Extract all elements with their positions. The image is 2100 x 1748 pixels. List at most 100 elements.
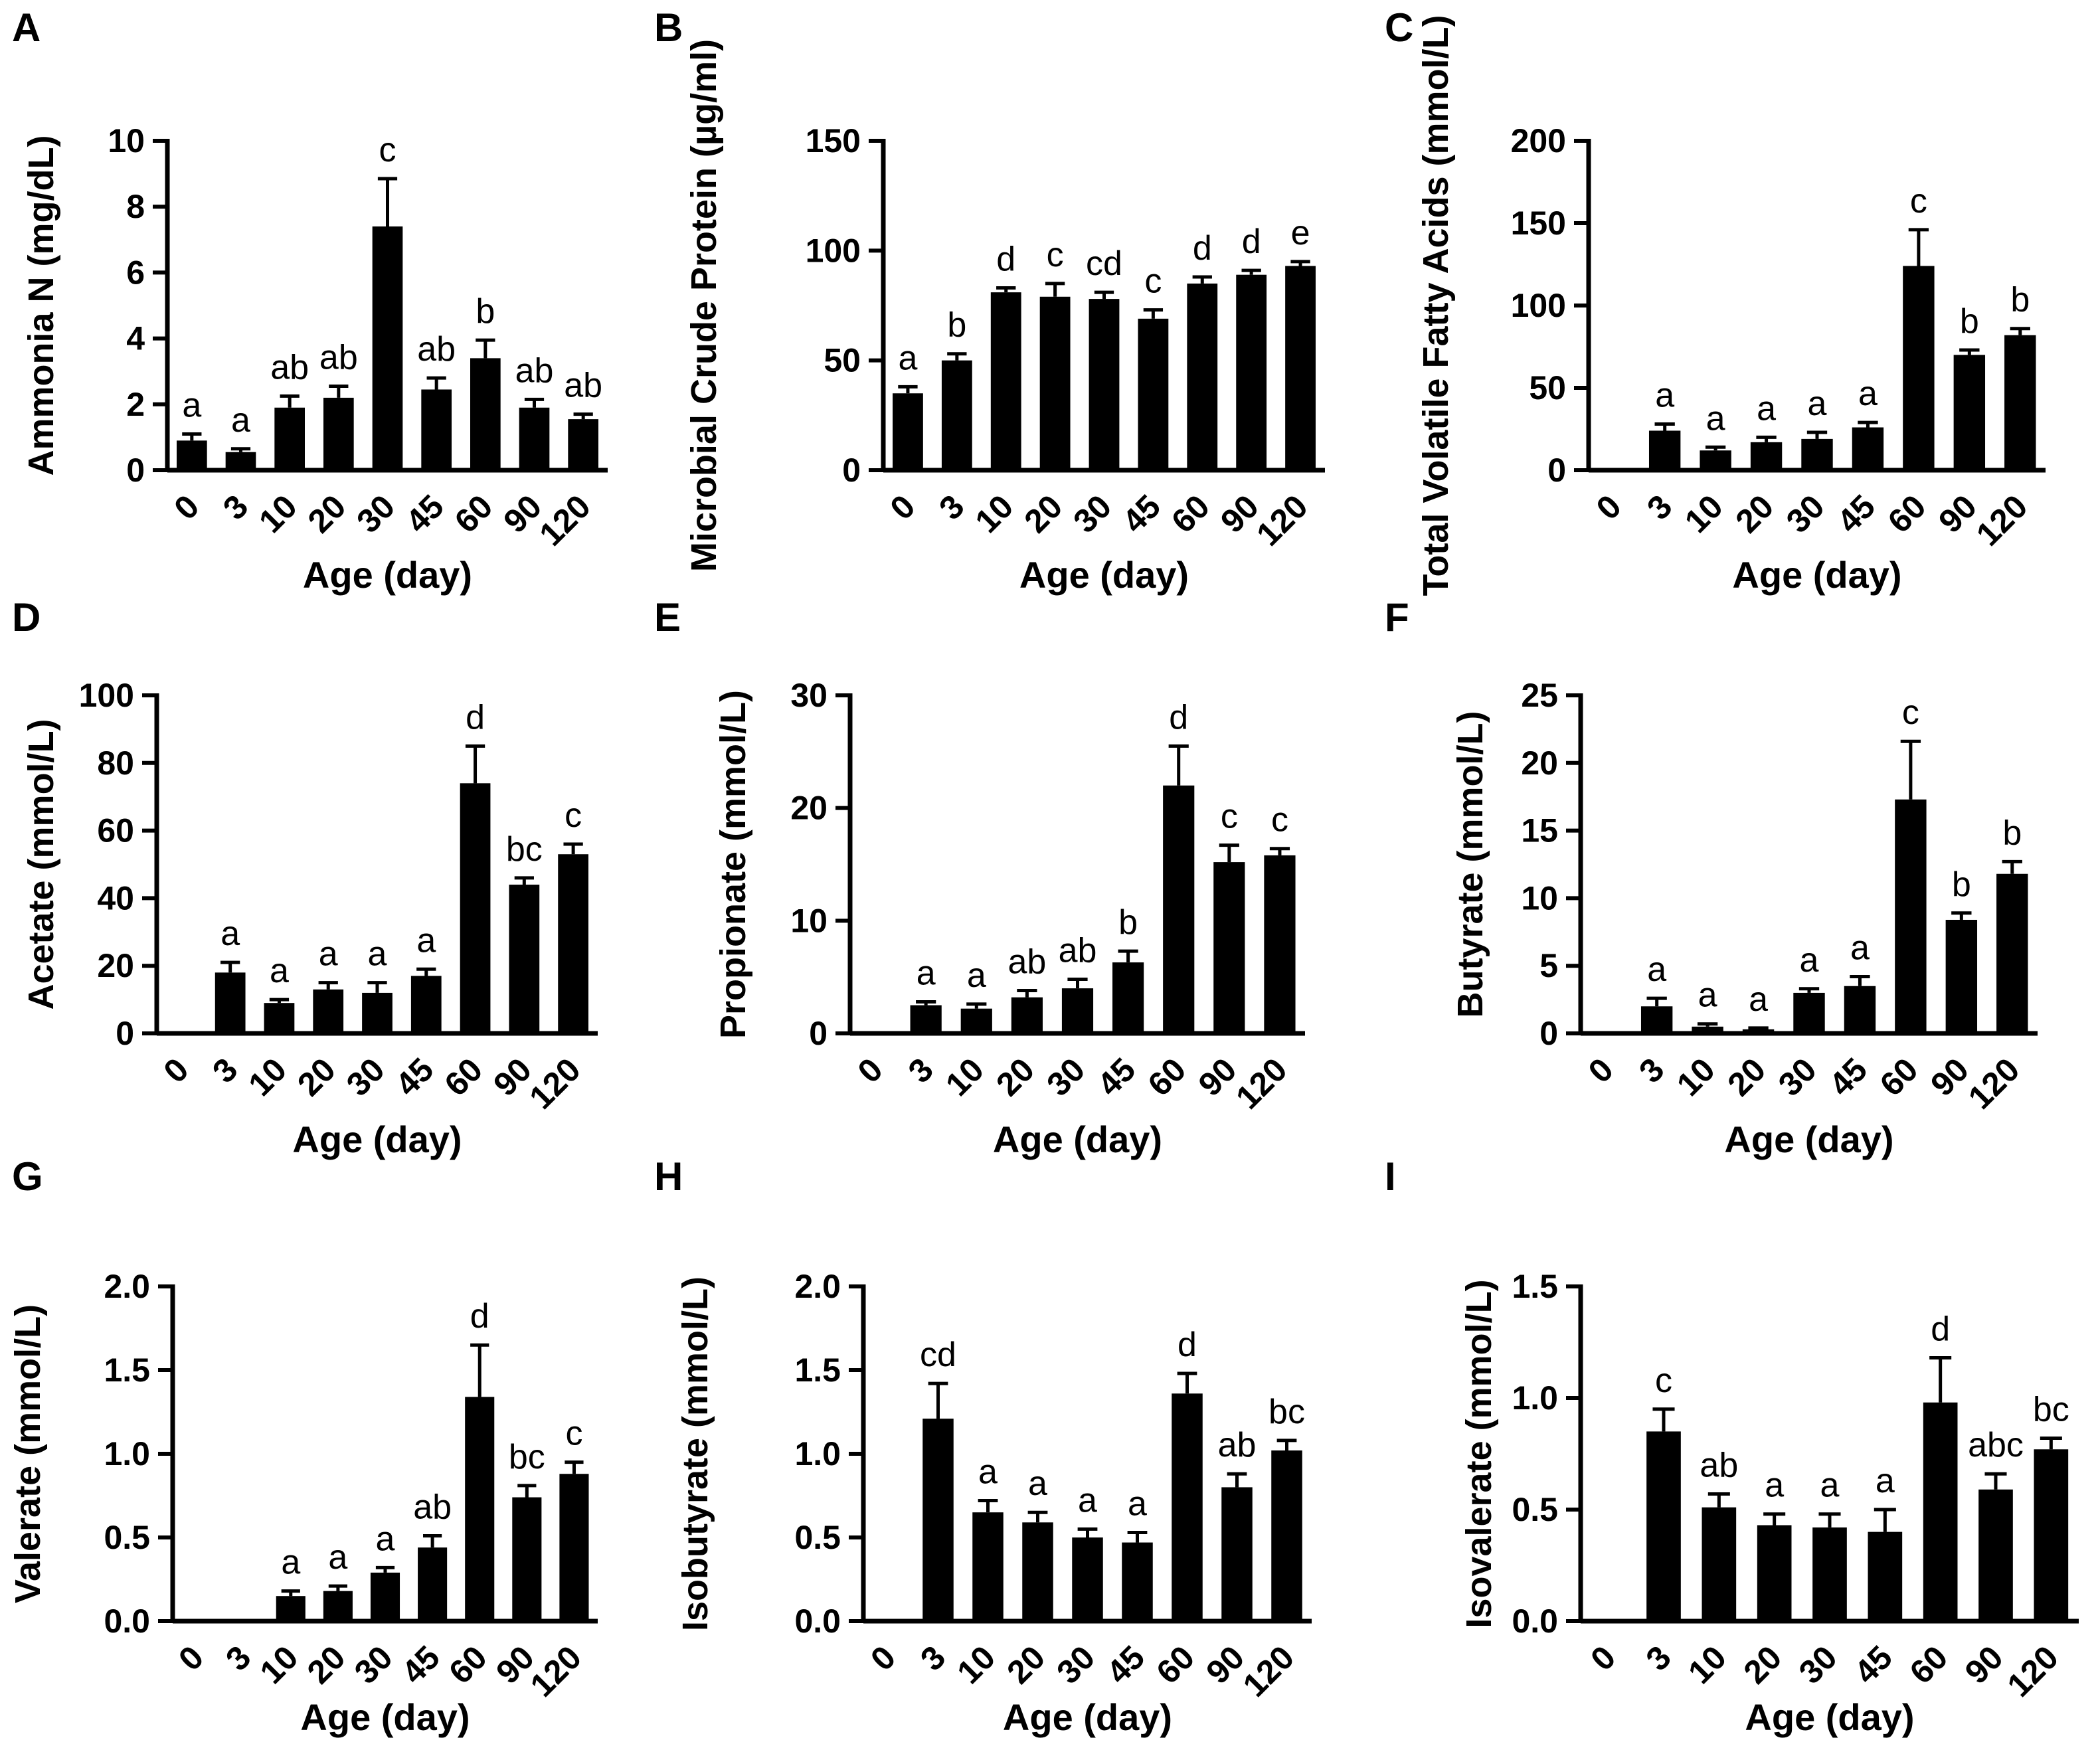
x-tick-label: 30 — [1771, 1051, 1824, 1103]
significance-letter: cd — [1086, 244, 1122, 283]
bar — [972, 1512, 1004, 1621]
y-tick-label: 50 — [1529, 369, 1566, 406]
bar — [1163, 785, 1195, 1033]
x-tick-label: 45 — [398, 487, 451, 540]
bar — [1138, 318, 1169, 470]
significance-letter: d — [1178, 1326, 1197, 1364]
x-tick-label: 0 — [863, 1638, 903, 1678]
significance-letter: b — [947, 306, 966, 345]
x-tick-label: 10 — [938, 1051, 991, 1103]
bar — [1844, 986, 1876, 1033]
significance-letter: cd — [920, 1336, 956, 1374]
bar — [1646, 1431, 1681, 1621]
panel-h: H 0.0 0.5 1.0 1.5 2.0 Isobutyrate (mmol/L) 0 cd 3… — [654, 1154, 1312, 1738]
significance-letter: abc — [1968, 1426, 2024, 1464]
bar — [1812, 1527, 1847, 1621]
bar — [323, 1591, 353, 1621]
bar — [370, 1572, 400, 1621]
panel-letter: I — [1385, 1154, 1396, 1199]
bar — [1061, 988, 1094, 1033]
bar — [1172, 1393, 1203, 1621]
significance-letter: bc — [1269, 1393, 1305, 1431]
x-tick-label: 3 — [216, 487, 255, 527]
x-tick-label: 0 — [1589, 487, 1628, 527]
y-axis-label: Total Volatile Fatty Acids (mmol/L) — [1416, 15, 1456, 596]
y-tick-label: 0.5 — [794, 1519, 841, 1556]
x-tick-label: 120 — [1961, 1051, 2027, 1116]
bar — [1923, 1402, 1958, 1621]
y-tick-label: 0.0 — [794, 1603, 841, 1640]
x-tick-label: 0 — [167, 487, 206, 527]
x-tick-label: 30 — [1779, 487, 1832, 540]
bar — [276, 1596, 306, 1621]
significance-letter: a — [978, 1453, 998, 1492]
y-axis-label: Isovalerate (mmol/L) — [1459, 1279, 1499, 1628]
bar — [509, 885, 540, 1033]
x-tick-label: 30 — [339, 1051, 392, 1103]
bar — [1039, 296, 1071, 470]
y-tick-label: 0 — [809, 1015, 828, 1052]
y-tick-label: 2 — [126, 386, 145, 423]
x-tick-label: 30 — [1049, 1638, 1102, 1691]
panel-d: D 0 20 40 60 80 100 Acetate (mmol/L) 0 a 3 a 10 a 20 a 3… — [12, 595, 598, 1160]
bar — [176, 440, 207, 470]
x-tick-label: 3 — [1640, 487, 1679, 527]
bar — [519, 407, 550, 470]
significance-letter: b — [476, 292, 495, 331]
x-tick-label: 0 — [1583, 1638, 1622, 1678]
x-tick-label: 30 — [1792, 1638, 1844, 1691]
significance-letter: c — [379, 131, 396, 169]
y-tick-label: 2.0 — [794, 1268, 841, 1305]
x-tick-label: 0 — [851, 1051, 890, 1090]
bar — [1895, 799, 1927, 1033]
y-tick-label: 1.5 — [104, 1352, 150, 1389]
significance-letter: b — [2002, 814, 2022, 852]
bar — [410, 976, 442, 1033]
x-tick-label: 10 — [1670, 1051, 1722, 1103]
panel-i: I 0.0 0.5 1.0 1.5 Isovalerate (mmol/L) 0 c 3 ab 10… — [1385, 1154, 2079, 1738]
y-axis-label: Valerate (mmol/L) — [8, 1304, 48, 1603]
x-tick-label: 120 — [532, 487, 598, 553]
x-tick-label: 10 — [253, 1638, 306, 1691]
y-tick-label: 80 — [97, 744, 134, 782]
significance-letter: a — [1757, 389, 1776, 428]
significance-letter: ab — [1218, 1426, 1257, 1464]
significance-letter: d — [1193, 229, 1212, 268]
bar — [323, 397, 354, 470]
y-tick-label: 10 — [108, 122, 145, 159]
significance-letter: e — [1291, 214, 1310, 252]
bar — [1648, 430, 1681, 470]
y-tick-label: 60 — [97, 812, 134, 849]
bar — [1953, 355, 1986, 470]
y-tick-label: 6 — [126, 254, 145, 291]
bar — [1903, 266, 1935, 470]
significance-letter: c — [1271, 801, 1288, 839]
y-tick-label: 0 — [842, 452, 861, 489]
bar — [512, 1497, 542, 1621]
x-tick-label: 3 — [205, 1051, 244, 1090]
significance-letter: b — [1952, 865, 1971, 904]
bar — [1996, 873, 2028, 1033]
significance-letter: a — [1800, 941, 1819, 980]
significance-letter: a — [1647, 950, 1666, 989]
panel-letter: C — [1385, 5, 1413, 50]
significance-letter: a — [1876, 1462, 1895, 1500]
bar — [274, 407, 306, 470]
significance-letter: c — [1221, 798, 1238, 836]
x-tick-label: 120 — [1249, 487, 1315, 553]
significance-letter: c — [1910, 182, 1927, 220]
bar — [568, 419, 599, 470]
y-tick-label: 100 — [1511, 287, 1566, 324]
panel-letter: D — [12, 595, 41, 640]
panel-letter: H — [654, 1154, 683, 1199]
x-tick-label: 120 — [1969, 487, 2035, 553]
x-tick-label: 20 — [1017, 487, 1069, 540]
significance-letter: a — [1706, 399, 1725, 438]
bar — [1801, 438, 1833, 470]
significance-letter: a — [1655, 377, 1674, 415]
significance-letter: a — [917, 954, 936, 992]
bar — [1236, 274, 1267, 470]
x-tick-label: 3 — [1639, 1638, 1678, 1678]
